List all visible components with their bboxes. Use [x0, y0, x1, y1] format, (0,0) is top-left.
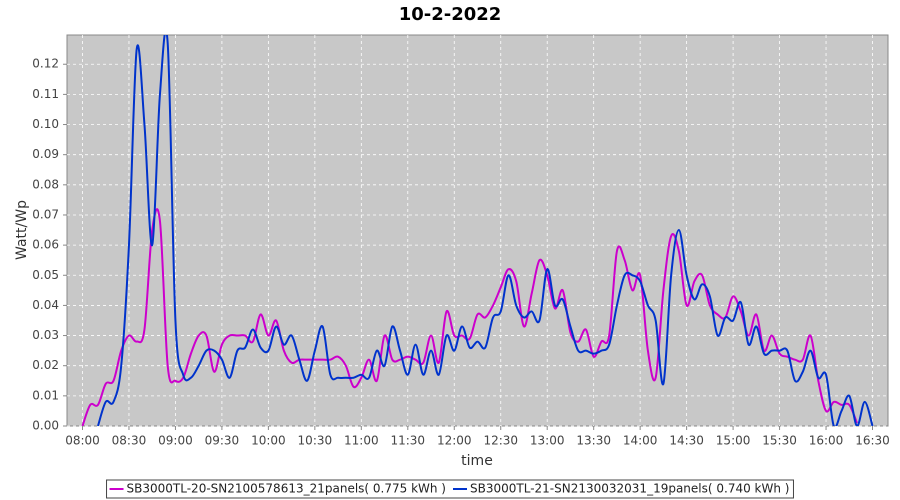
x-tick-label: 12:30	[483, 434, 518, 448]
x-tick-label: 12:00	[437, 434, 472, 448]
x-tick-label: 13:00	[530, 434, 565, 448]
y-tick-label: 0.12	[32, 57, 59, 71]
y-tick-label: 0.05	[32, 268, 59, 282]
y-tick-label: 0.02	[32, 358, 59, 372]
x-tick-label: 09:30	[205, 434, 240, 448]
x-tick-label: 16:30	[855, 434, 890, 448]
x-tick-label: 15:30	[762, 434, 797, 448]
x-tick-label: 09:00	[158, 434, 193, 448]
series-line	[97, 35, 874, 426]
y-tick-label: 0.03	[32, 328, 59, 342]
chart-title: 10-2-2022	[399, 4, 502, 25]
plot-area	[66, 34, 889, 427]
y-tick-label: 0.06	[32, 238, 59, 252]
x-tick-label: 16:00	[809, 434, 844, 448]
x-tick-label: 15:00	[716, 434, 751, 448]
x-tick-label: 11:30	[390, 434, 425, 448]
x-tick-label: 08:30	[112, 434, 147, 448]
y-tick-label: 0.10	[32, 117, 59, 131]
y-tick-label: 0.00	[32, 419, 59, 433]
y-tick-label: 0.07	[32, 207, 59, 221]
legend-box	[106, 479, 794, 499]
y-tick-label: 0.01	[32, 388, 59, 402]
x-tick-label: 10:00	[251, 434, 286, 448]
y-tick-label: 0.04	[32, 298, 59, 312]
x-tick-label: 13:30	[576, 434, 611, 448]
x-tick-label: 14:00	[623, 434, 658, 448]
x-tick-label: 08:00	[65, 434, 100, 448]
y-tick-label: 0.08	[32, 177, 59, 191]
legend-label: SB3000TL-21-SN2130032031_19panels( 0.740…	[470, 482, 789, 496]
x-tick-label: 10:30	[298, 434, 333, 448]
y-axis-label: Watt/Wp	[14, 200, 30, 260]
x-axis-label: time	[461, 453, 493, 469]
y-tick-label: 0.11	[32, 87, 59, 101]
y-tick-label: 0.09	[32, 147, 59, 161]
legend-label: SB3000TL-20-SN2100578613_21panels( 0.775…	[127, 482, 446, 496]
x-tick-label: 11:00	[344, 434, 379, 448]
x-tick-label: 14:30	[669, 434, 704, 448]
